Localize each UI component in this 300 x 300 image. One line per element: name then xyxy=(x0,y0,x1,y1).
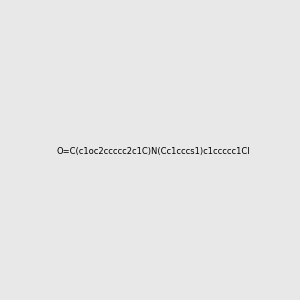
Text: O=C(c1oc2ccccc2c1C)N(Cc1cccs1)c1ccccc1Cl: O=C(c1oc2ccccc2c1C)N(Cc1cccs1)c1ccccc1Cl xyxy=(57,147,250,156)
